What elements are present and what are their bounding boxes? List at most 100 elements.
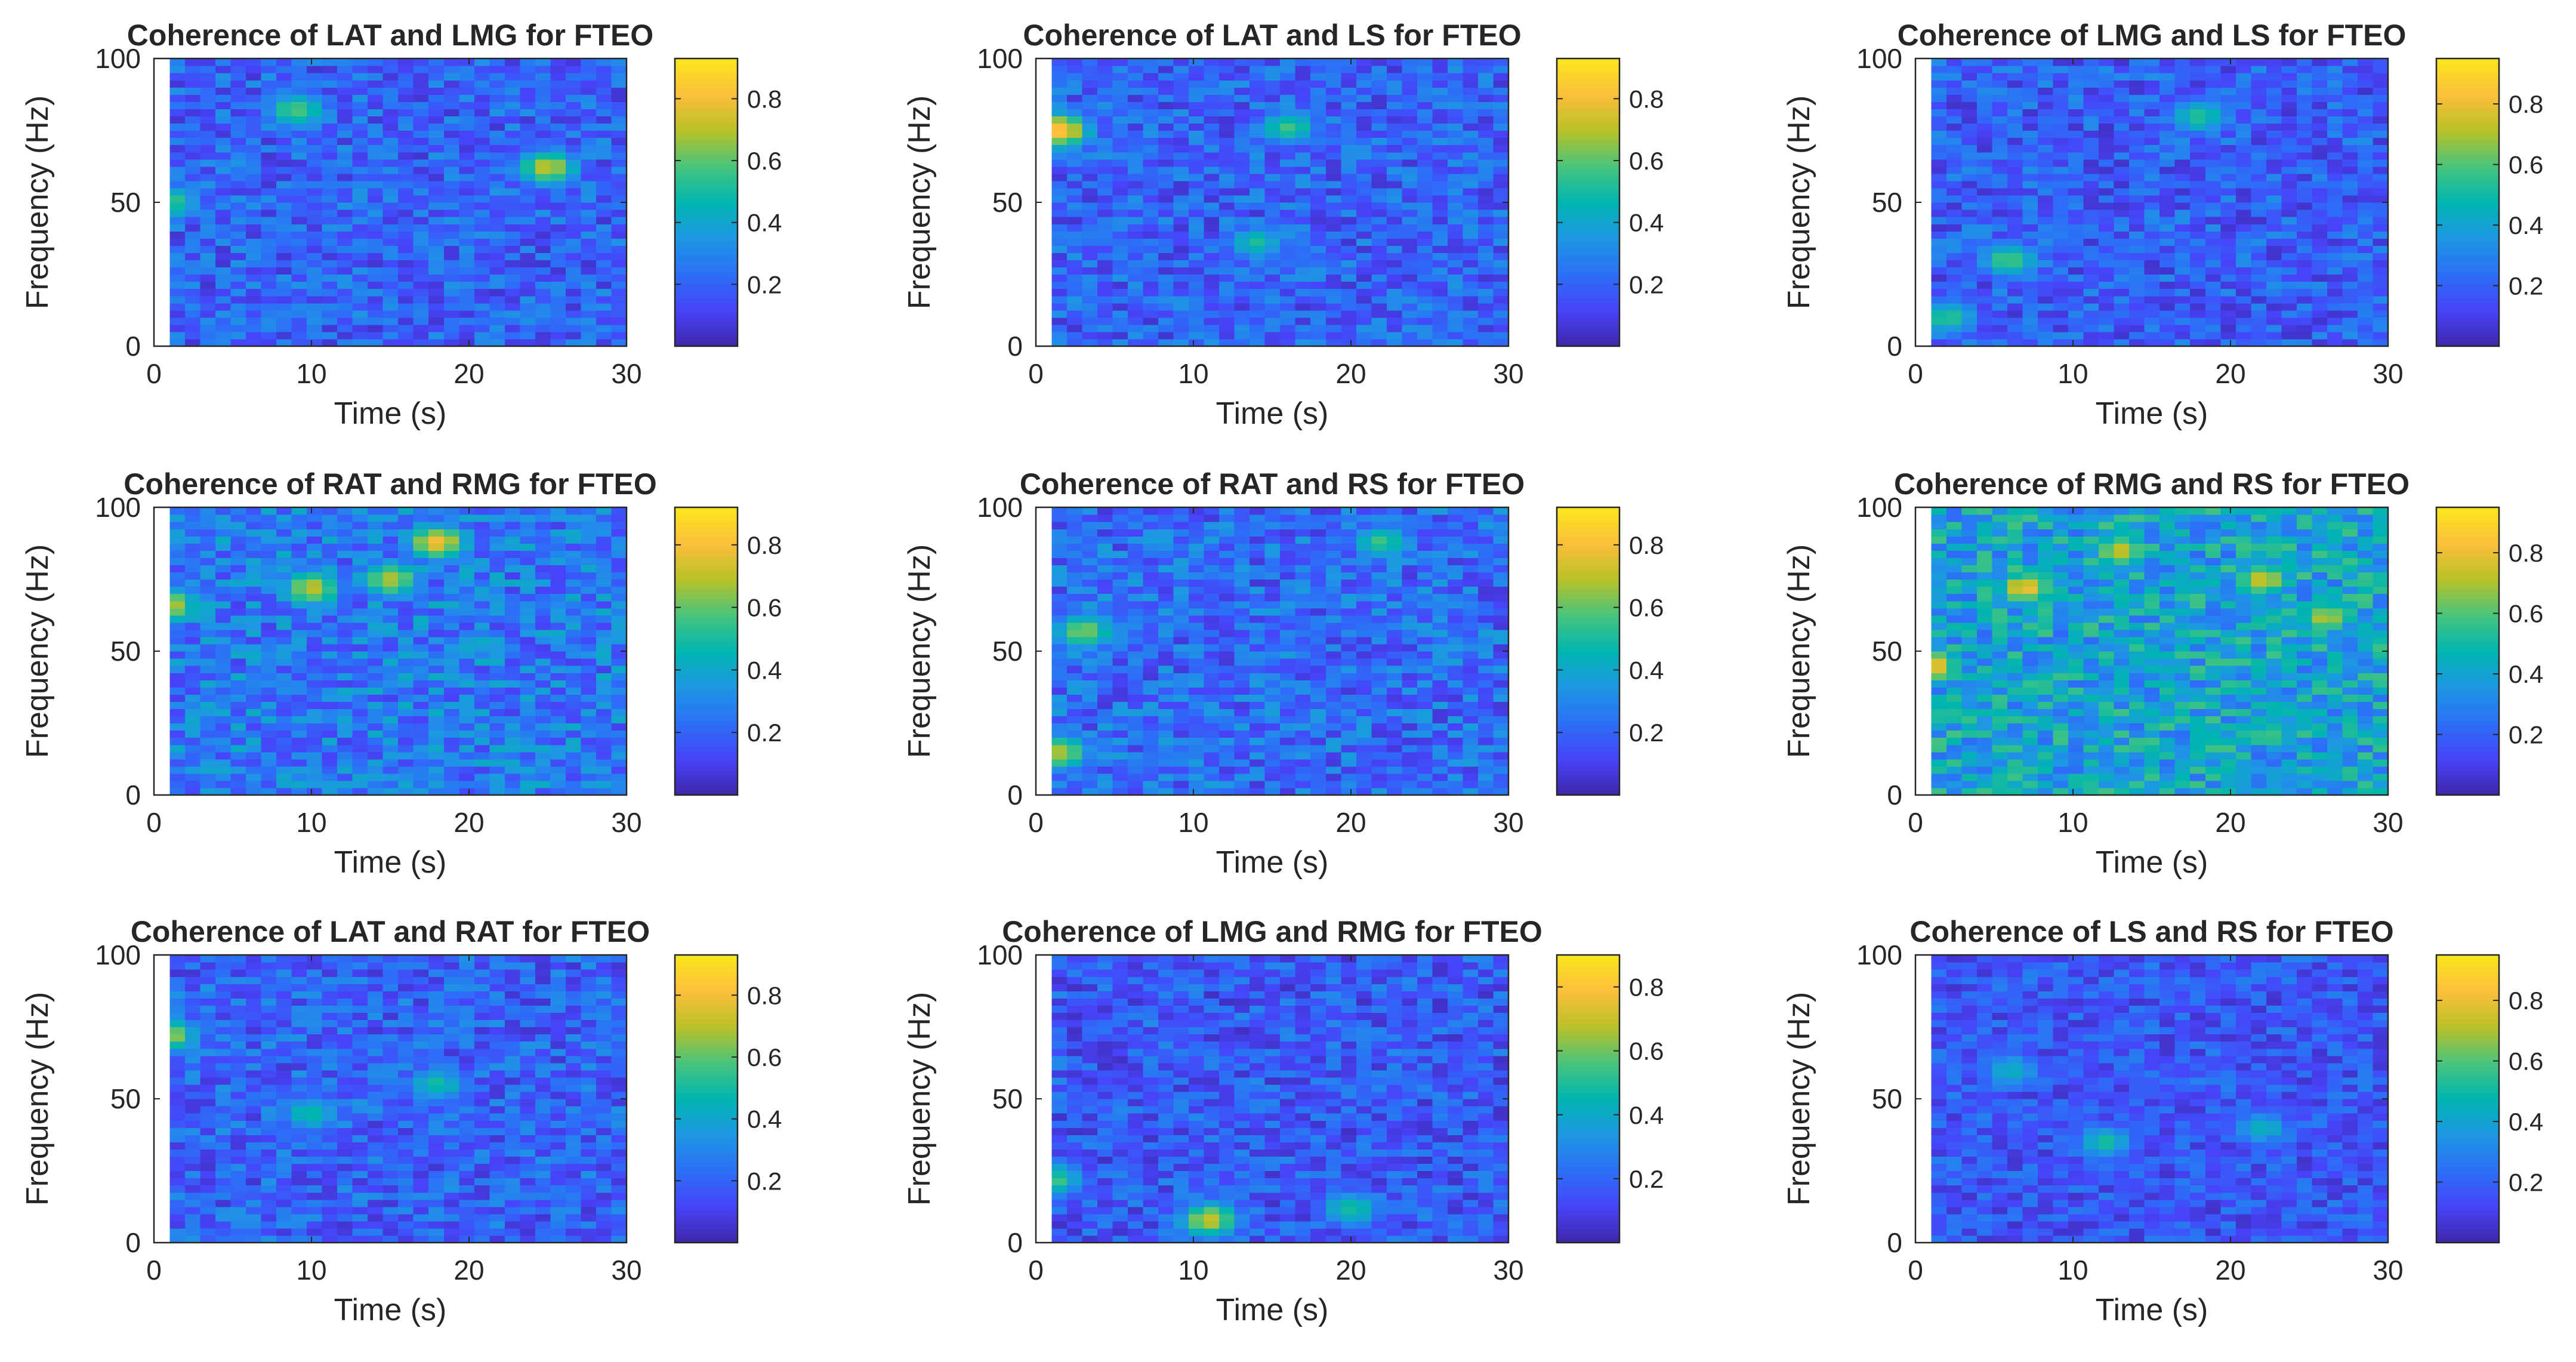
heatmap-cell: [2220, 66, 2236, 73]
heatmap-cell: [230, 773, 246, 781]
heatmap-cell: [215, 694, 232, 702]
heatmap-cell: [443, 787, 459, 796]
colorbar-swatch: [675, 295, 738, 299]
heatmap-cell: [428, 187, 445, 196]
heatmap-cell: [459, 152, 475, 160]
heatmap-cell: [2144, 281, 2160, 289]
heatmap-cell: [1325, 173, 1341, 181]
heatmap-cell: [230, 303, 246, 311]
heatmap-cell: [291, 723, 307, 731]
heatmap-cell: [2068, 66, 2084, 73]
heatmap-cell: [382, 101, 399, 109]
heatmap-cell: [428, 94, 445, 102]
heatmap-cell: [169, 195, 186, 203]
heatmap-cell: [550, 245, 566, 253]
heatmap-cell: [2235, 245, 2251, 253]
heatmap-cell: [1097, 217, 1113, 224]
heatmap-cell: [2083, 159, 2099, 167]
heatmap-cell: [2266, 152, 2282, 160]
heatmap-cell: [352, 600, 368, 609]
heatmap-cell: [581, 245, 597, 253]
heatmap-cell: [489, 557, 505, 565]
heatmap-cell: [1143, 173, 1159, 181]
heatmap-cell: [1402, 252, 1418, 260]
heatmap-cell: [2022, 195, 2038, 203]
heatmap-cell: [169, 87, 186, 95]
heatmap-cell: [611, 310, 627, 318]
heatmap-cell: [2007, 260, 2023, 268]
heatmap-cell: [1946, 324, 1963, 332]
heatmap-cell: [443, 295, 459, 304]
heatmap-cell: [611, 224, 627, 232]
heatmap-cell: [1976, 338, 1993, 347]
heatmap-cell: [611, 600, 627, 609]
heatmap-cell: [398, 629, 414, 637]
heatmap-cell: [1264, 303, 1281, 311]
colorbar-swatch: [1557, 304, 1619, 308]
heatmap-cell: [2251, 202, 2267, 210]
heatmap-cell: [413, 600, 429, 609]
colorbar-swatch: [675, 256, 738, 260]
heatmap-cell: [337, 310, 353, 318]
heatmap-cell: [474, 723, 490, 731]
heatmap-cell: [550, 716, 566, 724]
heatmap-cell: [2296, 288, 2312, 297]
colorbar-swatch: [1557, 277, 1619, 281]
heatmap-cell: [1128, 94, 1144, 102]
heatmap-cell: [520, 730, 536, 738]
heatmap-cell: [2373, 101, 2389, 109]
heatmap-cell: [230, 565, 246, 573]
heatmap-cell: [1432, 224, 1448, 232]
heatmap-cell: [2342, 87, 2358, 95]
heatmap-cell: [1477, 144, 1494, 153]
heatmap-cell: [2129, 152, 2145, 160]
heatmap-cell: [2190, 166, 2206, 174]
heatmap-cell: [2174, 260, 2191, 268]
heatmap-cell: [520, 665, 536, 673]
heatmap-cell: [1463, 80, 1479, 88]
y-tick-label: 100: [977, 43, 1023, 74]
heatmap-cell: [169, 673, 186, 680]
heatmap-cell: [322, 80, 338, 88]
heatmap-cell: [1066, 58, 1083, 66]
heatmap-cell: [428, 66, 445, 73]
heatmap-cell: [428, 324, 445, 332]
heatmap-cell: [398, 751, 414, 760]
heatmap-cell: [337, 759, 353, 767]
heatmap-cell: [1931, 101, 1947, 109]
heatmap-cell: [2068, 317, 2084, 325]
heatmap-cell: [2083, 166, 2099, 174]
heatmap-cell: [1341, 317, 1357, 325]
heatmap-cell: [2312, 166, 2328, 174]
heatmap-cell: [215, 66, 232, 73]
heatmap-cell: [1158, 317, 1174, 325]
heatmap-cell: [550, 123, 566, 131]
heatmap-cell: [1946, 331, 1963, 340]
heatmap-cell: [520, 231, 536, 239]
heatmap-cell: [413, 231, 429, 239]
heatmap-cell: [1219, 260, 1235, 268]
heatmap-cell: [1128, 252, 1144, 260]
heatmap-cell: [2205, 238, 2221, 246]
heatmap-cell: [368, 144, 384, 153]
heatmap-cell: [2007, 80, 2023, 88]
heatmap-cell: [520, 737, 536, 745]
heatmap-cell: [443, 137, 459, 146]
heatmap-cell: [1295, 252, 1311, 260]
heatmap-cell: [276, 708, 292, 717]
heatmap-cell: [550, 274, 566, 282]
heatmap-cell: [261, 701, 277, 709]
heatmap-cell: [565, 137, 582, 146]
heatmap-cell: [1325, 123, 1341, 131]
colorbar-tick-label: 0.2: [1629, 270, 1664, 298]
heatmap-cell: [1112, 123, 1128, 131]
heatmap-cell: [261, 195, 277, 203]
heatmap-cell: [2053, 224, 2069, 232]
heatmap-cell: [611, 130, 627, 138]
heatmap-cell: [1112, 87, 1128, 95]
heatmap-cell: [1371, 295, 1387, 304]
colorbar-swatch: [675, 208, 738, 212]
heatmap-cell: [2327, 202, 2343, 210]
heatmap-cell: [169, 331, 186, 340]
heatmap-cell: [1432, 317, 1448, 325]
